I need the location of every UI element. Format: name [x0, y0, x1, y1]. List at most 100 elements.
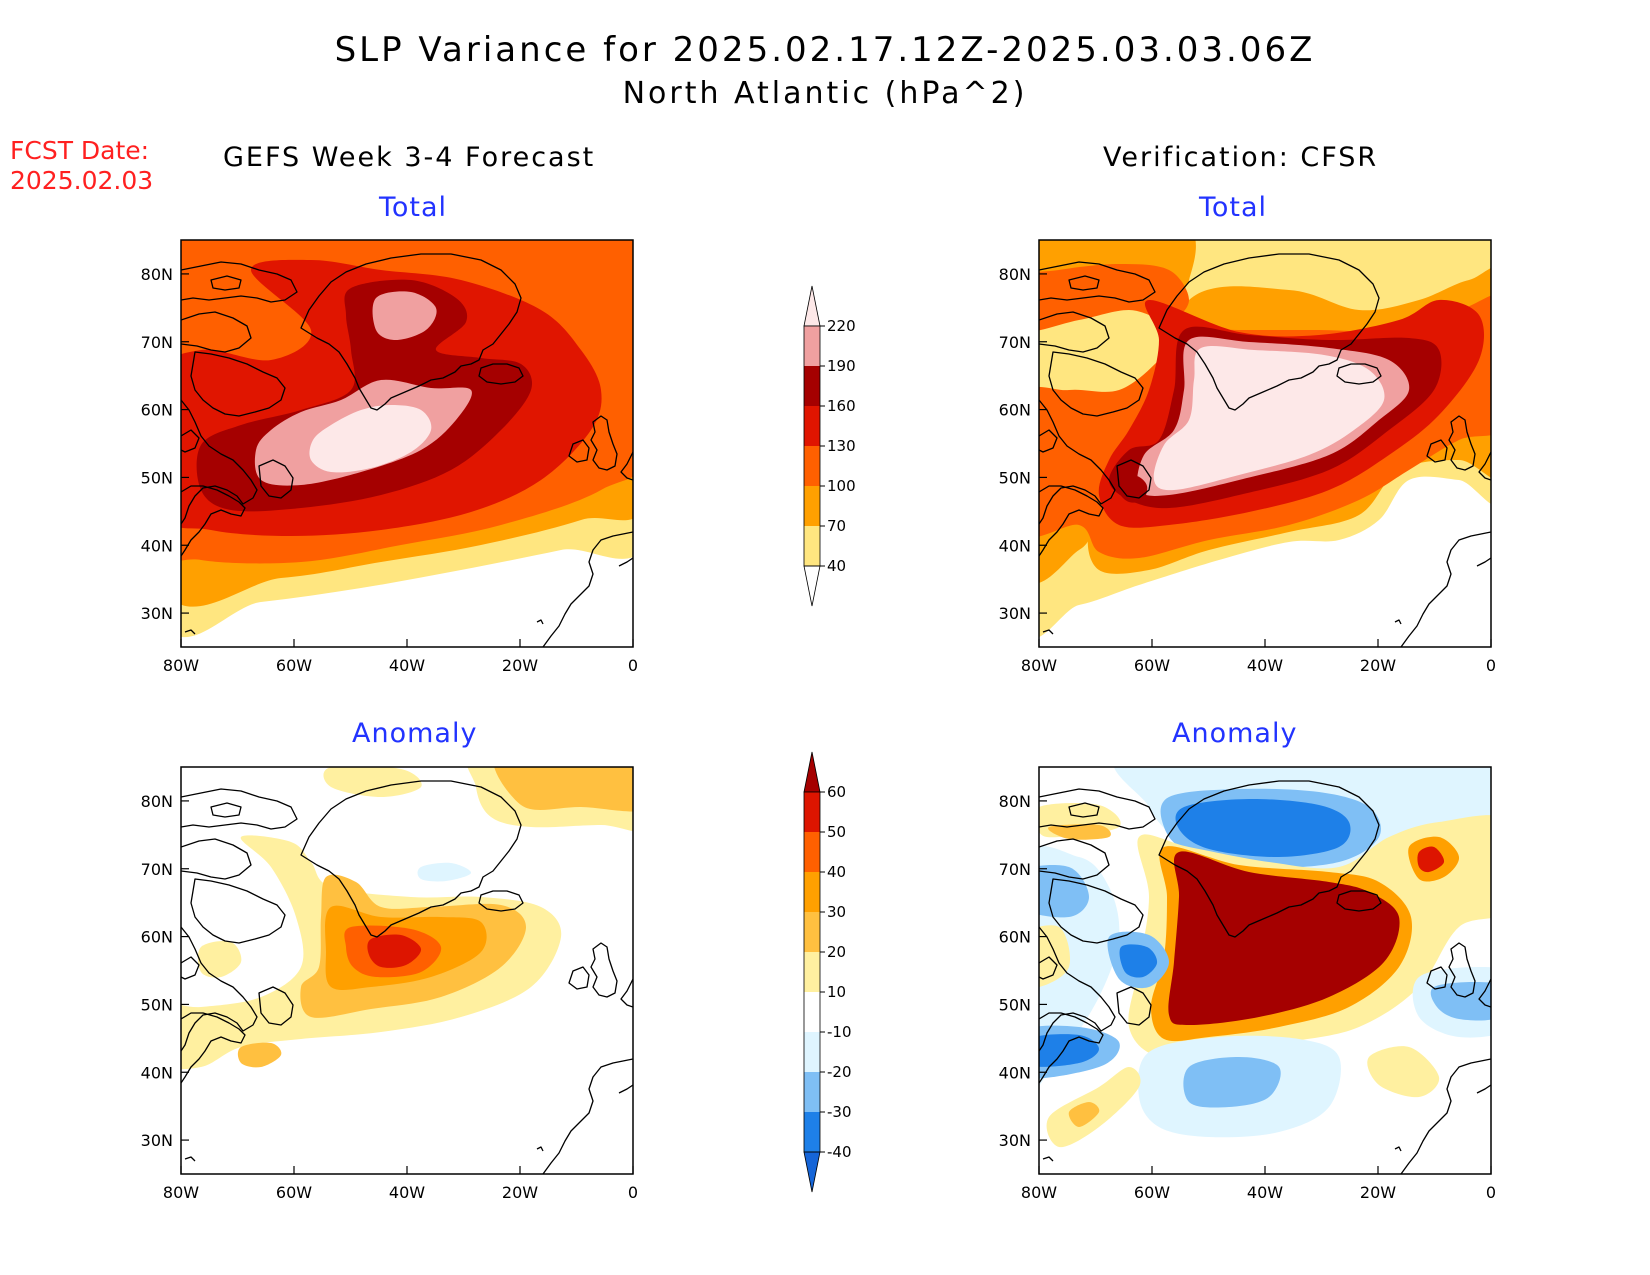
lon-tick-label: 0	[628, 1183, 638, 1202]
lon-tick-label: 20W	[502, 656, 538, 675]
contour-band-22	[1367, 1046, 1440, 1098]
verification-anomaly-title: Anomaly	[1172, 718, 1298, 749]
colorbar-swatch	[804, 406, 820, 446]
lat-tick-label: 80N	[999, 265, 1031, 284]
lon-tick-label: 60W	[276, 1183, 312, 1202]
subtitle: North Atlantic (hPa^2)	[622, 76, 1028, 111]
lat-tick-label: 30N	[999, 1131, 1031, 1150]
contour-band-18	[1430, 981, 1491, 1021]
contour-band-19	[1039, 925, 1070, 987]
colorbar-label: 160	[827, 397, 856, 415]
contour-band-3	[323, 767, 422, 797]
lat-tick-label: 50N	[141, 468, 173, 487]
verification-total-map	[1038, 239, 1492, 648]
lon-tick-label: 80W	[163, 1183, 199, 1202]
contour-band-8	[1417, 846, 1445, 873]
colorbar-swatch	[804, 1072, 820, 1112]
contour-band-5	[197, 941, 242, 978]
lon-tick-label: 0	[1486, 1183, 1496, 1202]
colorbar-label: -20	[827, 1063, 852, 1081]
colorbar-swatch	[804, 526, 820, 566]
anomaly-colorbar: -40 -30 -20 -10 10 20 30 40 50 60	[803, 751, 852, 1193]
colorbar-extend-top	[803, 751, 821, 793]
lat-tick-label: 60N	[999, 928, 1031, 947]
contour-band-9	[1153, 345, 1385, 491]
colorbar-swatch	[804, 1032, 820, 1072]
colorbar-label: -10	[827, 1023, 852, 1041]
lat-tick-label: 40N	[141, 1063, 173, 1082]
colorbar-label: 40	[827, 557, 846, 575]
lat-tick-label: 40N	[141, 536, 173, 555]
colorbar-label: 60	[827, 783, 846, 801]
contour-band-16	[1183, 1057, 1281, 1108]
lon-tick-label: 0	[628, 656, 638, 675]
lat-tick-label: 60N	[141, 401, 173, 420]
verification-total-title: Total	[1199, 192, 1268, 223]
contour-band-7	[237, 1042, 282, 1068]
lon-tick-label: 0	[1486, 656, 1496, 675]
contour-band-12	[1119, 944, 1158, 978]
lon-tick-label: 80W	[163, 656, 199, 675]
lat-tick-label: 80N	[141, 792, 173, 811]
contour-band-21	[1068, 1102, 1100, 1127]
map-axes: 80N 70N 60N 50N 40N 30N 80W 60W 40W 20W 0 80N 70N 60N…	[141, 265, 1496, 1202]
lon-tick-label: 20W	[1360, 656, 1396, 675]
lon-tick-label: 40W	[389, 1183, 425, 1202]
lat-tick-label: 50N	[999, 995, 1031, 1014]
verification-column-title: Verification: CFSR	[1103, 142, 1379, 173]
colorbar-label: 70	[827, 517, 846, 535]
lat-tick-label: 60N	[141, 928, 173, 947]
lon-tick-label: 60W	[1134, 1183, 1170, 1202]
colorbar-label: -30	[827, 1103, 852, 1121]
colorbar-extend-bottom	[803, 565, 821, 607]
total-colorbar: 40 70 100 130 160 190 220	[803, 285, 856, 607]
lat-tick-label: 50N	[999, 468, 1031, 487]
contour-band-2	[494, 767, 633, 812]
contour-band-6	[1168, 851, 1400, 1026]
lat-tick-label: 30N	[999, 604, 1031, 623]
colorbar-label: 40	[827, 863, 846, 881]
shaded-field	[1039, 240, 1491, 647]
lon-tick-label: 60W	[1134, 656, 1170, 675]
lon-tick-label: 20W	[1360, 1183, 1396, 1202]
lat-tick-label: 40N	[999, 1063, 1031, 1082]
colorbar-label: 50	[827, 823, 846, 841]
colorbar-label: 220	[827, 317, 856, 335]
contour-band-10	[1118, 475, 1148, 503]
colorbar-swatch	[804, 326, 820, 366]
forecast-date-caption: FCST Date:	[10, 136, 150, 165]
lon-tick-label: 60W	[276, 656, 312, 675]
colorbar-extend-bottom	[803, 1151, 821, 1193]
lat-tick-label: 60N	[999, 401, 1031, 420]
forecast-anomaly-title: Anomaly	[352, 718, 478, 749]
forecast-column-title: GEFS Week 3-4 Forecast	[223, 142, 596, 173]
lat-tick-label: 70N	[999, 860, 1031, 879]
colorbar-swatch	[804, 912, 820, 952]
shaded-field	[1039, 767, 1491, 1174]
shaded-field	[181, 767, 633, 1174]
lat-tick-label: 80N	[141, 265, 173, 284]
lon-tick-label: 40W	[389, 656, 425, 675]
colorbar-label: 190	[827, 357, 856, 375]
lon-tick-label: 80W	[1021, 656, 1057, 675]
colorbar-label: 10	[827, 983, 846, 1001]
lon-tick-label: 20W	[502, 1183, 538, 1202]
shaded-field	[181, 240, 633, 647]
colorbar-label: 20	[827, 943, 846, 961]
colorbar-swatch	[804, 872, 820, 912]
lat-tick-label: 30N	[141, 604, 173, 623]
lat-tick-label: 50N	[141, 995, 173, 1014]
colorbar-label: -40	[827, 1143, 852, 1161]
colorbar-swatch	[804, 1112, 820, 1152]
colorbar-swatch	[804, 366, 820, 406]
forecast-total-title: Total	[379, 192, 448, 223]
colorbar-label: 100	[827, 477, 856, 495]
contour-band-3	[1175, 798, 1351, 858]
lat-tick-label: 70N	[141, 860, 173, 879]
contour-band-6	[372, 291, 437, 340]
colorbar-extend-top	[803, 285, 821, 327]
colorbar-swatch	[804, 446, 820, 486]
colorbar-swatch	[804, 832, 820, 872]
colorbar-label: 30	[827, 903, 846, 921]
